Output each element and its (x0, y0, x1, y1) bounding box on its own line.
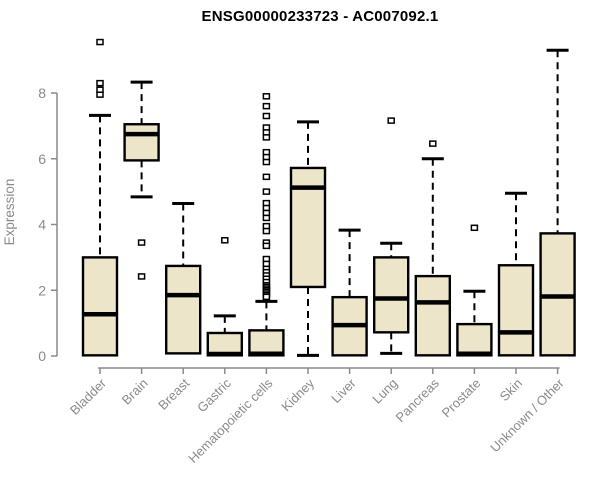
y-tick-label: 4 (38, 217, 46, 233)
outlier-point (221, 237, 229, 244)
outlier-point (262, 112, 271, 120)
y-tick-label: 6 (38, 151, 46, 167)
x-tick-label: Pancreas (392, 375, 442, 425)
outlier-point (429, 140, 437, 147)
x-tick-label: Breast (155, 375, 192, 412)
outlier-point (96, 79, 104, 87)
outlier-point (262, 93, 271, 100)
outlier-point (387, 117, 395, 124)
chart-title: ENSG00000233723 - AC007092.1 (201, 8, 439, 25)
y-tick-label: 2 (38, 282, 46, 298)
x-tick-label: Kidney (278, 375, 317, 414)
box-Skin (497, 264, 535, 357)
y-tick-label: 0 (38, 348, 46, 364)
outlier-point (262, 242, 271, 250)
box-Pancreas (414, 274, 451, 357)
x-tick-label: Unknown / Other (487, 375, 567, 455)
outlier-point (262, 102, 271, 110)
outlier-point (262, 214, 271, 222)
outlier-point (137, 239, 146, 246)
outlier-point (262, 158, 271, 166)
outlier-point (262, 188, 271, 195)
x-tick-label: Bladder (67, 375, 110, 418)
x-tick-label: Prostate (439, 376, 484, 421)
outlier-point (96, 86, 104, 93)
x-tick-label: Lung (369, 376, 400, 407)
box-Lung (373, 256, 410, 334)
box-Brain (123, 123, 160, 162)
outlier-point (262, 227, 271, 235)
box-Bladder (81, 256, 119, 357)
outlier-point (262, 134, 271, 141)
x-tick-label: Brain (119, 376, 151, 408)
outlier-point (470, 224, 479, 232)
x-tick-label: Gastric (194, 375, 234, 415)
box-Hematopoietic cells (248, 329, 285, 357)
outlier-point (96, 38, 104, 46)
box-Prostate (456, 322, 493, 357)
outlier-point (137, 273, 146, 280)
box-Breast (164, 264, 202, 355)
y-tick-label: 8 (38, 85, 46, 101)
y-axis-label: Expression (2, 179, 17, 246)
outlier-point (262, 173, 271, 181)
x-tick-label: Skin (497, 376, 525, 404)
x-tick-label: Liver (328, 375, 359, 406)
outlier-point (262, 293, 271, 301)
